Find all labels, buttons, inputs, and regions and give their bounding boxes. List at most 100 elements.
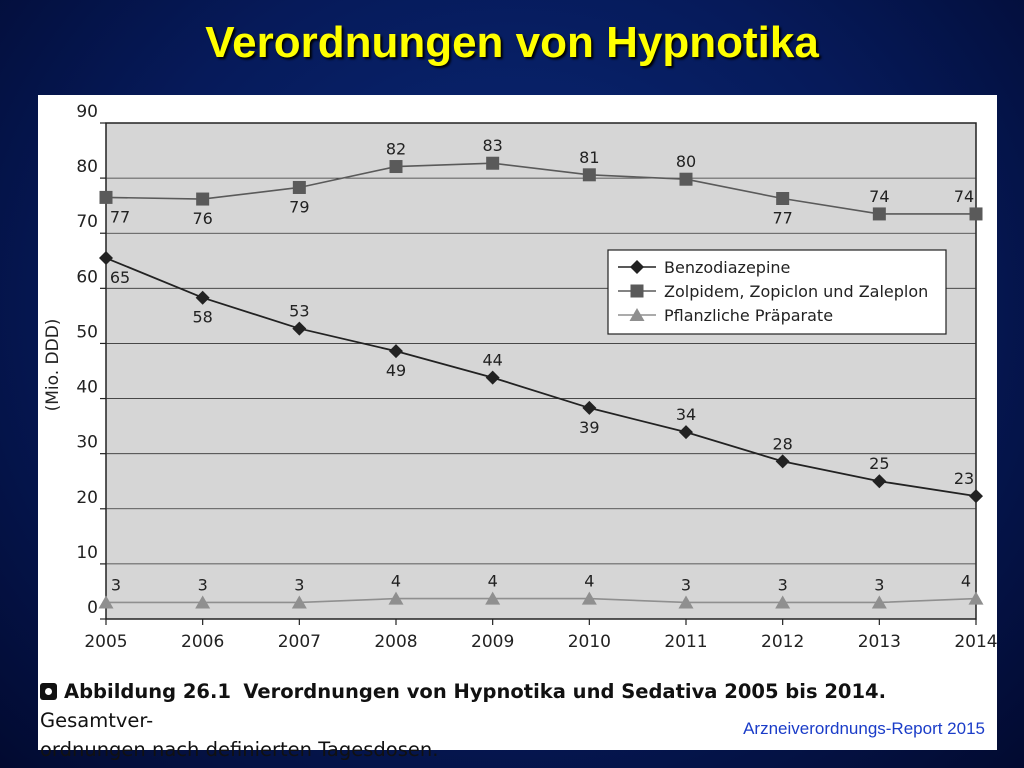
data-point [582, 168, 596, 182]
data-point [196, 192, 210, 206]
data-label: 4 [584, 572, 594, 591]
legend-marker [629, 308, 645, 321]
x-tick-label: 2012 [761, 632, 804, 652]
data-point [679, 425, 693, 440]
data-label: 74 [954, 187, 974, 206]
caption-figure-number: Abbildung 26.1 [64, 680, 231, 703]
y-tick-label: 20 [76, 488, 98, 508]
content-panel: 0 10 20 30 40 50 60 70 80 90 2005 2006 2007 2008 2009 2… [38, 95, 997, 761]
y-tick-label: 10 [76, 543, 98, 563]
data-label: 44 [482, 351, 502, 370]
legend-marker [630, 260, 644, 274]
data-point [582, 400, 597, 415]
data-point [485, 370, 500, 385]
grid-lines [106, 177, 976, 565]
caption-text-line2: ordnungen nach definierten Tagesdosen. [40, 738, 439, 761]
data-label: 3 [778, 575, 788, 594]
figure-icon [40, 683, 57, 700]
legend-marker [630, 284, 644, 298]
y-tick-label: 0 [87, 598, 98, 618]
data-point [99, 251, 113, 266]
series-line-0 [105, 257, 977, 497]
data-point [389, 344, 403, 359]
data-label: 74 [869, 187, 889, 206]
data-label: 3 [111, 575, 121, 594]
legend-box [607, 249, 947, 335]
data-point [99, 190, 113, 204]
plot-area [105, 122, 977, 620]
y-tick-label: 90 [76, 102, 98, 122]
data-label: 23 [954, 469, 974, 488]
data-point [195, 290, 210, 305]
y-tick-label: 80 [76, 157, 98, 177]
data-label: 81 [579, 148, 599, 167]
legend-entry: Zolpidem, Zopiclon und Zaleplon [664, 282, 928, 301]
figure-caption: Abbildung 26.1 Verordnungen von Hypnotik… [40, 677, 980, 764]
data-point [98, 595, 114, 609]
data-point [389, 160, 403, 174]
data-label: 58 [192, 308, 212, 327]
data-label: 49 [386, 361, 406, 380]
caption-title: Verordnungen von Hypnotika und Sedativa … [243, 680, 887, 703]
series-line-1 [105, 162, 976, 215]
data-point [581, 591, 597, 605]
data-label: 77 [772, 209, 792, 228]
data-label: 3 [294, 575, 304, 594]
data-label: 53 [289, 302, 309, 321]
data-label: 3 [681, 575, 691, 594]
data-label: 65 [110, 268, 130, 287]
data-label: 39 [579, 418, 599, 437]
y-axis-label: (Mio. DDD) [43, 319, 63, 412]
data-label: 4 [488, 572, 498, 591]
data-point [872, 474, 887, 489]
x-tick-label: 2008 [374, 632, 417, 652]
data-label: 4 [961, 572, 971, 591]
data-point [485, 591, 501, 605]
data-point [292, 321, 307, 336]
data-point [291, 595, 307, 609]
data-label: 76 [192, 209, 212, 228]
caption-text: Gesamtver- [40, 709, 154, 732]
data-label: 28 [772, 434, 792, 453]
data-label: 79 [289, 197, 309, 216]
data-point [968, 591, 984, 605]
x-tick-label: 2009 [471, 632, 514, 652]
data-point [872, 207, 886, 221]
data-point [775, 454, 790, 469]
x-tick-label: 2007 [278, 632, 321, 652]
data-label: 3 [874, 575, 884, 594]
data-point [678, 595, 694, 609]
data-label: 34 [676, 405, 696, 424]
legend-entry: Pflanzliche Präparate [664, 306, 833, 325]
legend: Benzodiazepine Zolpidem, Zopiclon und Zal… [607, 249, 947, 335]
data-point [871, 595, 887, 609]
x-tick-label: 2014 [954, 632, 997, 652]
data-label: 4 [391, 572, 401, 591]
data-label: 77 [110, 207, 130, 226]
y-tick-label: 50 [76, 322, 98, 342]
data-label: 82 [386, 140, 406, 159]
legend-entry: Benzodiazepine [664, 258, 790, 277]
data-point [969, 489, 983, 504]
y-tick-label: 30 [76, 433, 98, 453]
x-tick-label: 2006 [181, 632, 224, 652]
x-tick-label: 2013 [858, 632, 901, 652]
data-point [486, 156, 500, 170]
data-point [969, 207, 983, 221]
slide-title: Verordnungen von Hypnotika [205, 18, 819, 67]
x-tick-label: 2010 [568, 632, 611, 652]
source-label: Arzneiverordnungs-Report 2015 [743, 719, 985, 738]
series-line-2 [106, 597, 977, 604]
data-label: 3 [198, 575, 208, 594]
data-label: 80 [676, 152, 696, 171]
data-point [679, 172, 693, 186]
data-point [775, 595, 791, 609]
y-tick-label: 70 [76, 212, 98, 232]
y-tick-label: 40 [76, 378, 98, 398]
data-point [388, 591, 404, 605]
data-point [195, 595, 211, 609]
data-point [292, 180, 306, 194]
x-tick-label: 2011 [664, 632, 707, 652]
x-tick-label: 2005 [84, 632, 127, 652]
